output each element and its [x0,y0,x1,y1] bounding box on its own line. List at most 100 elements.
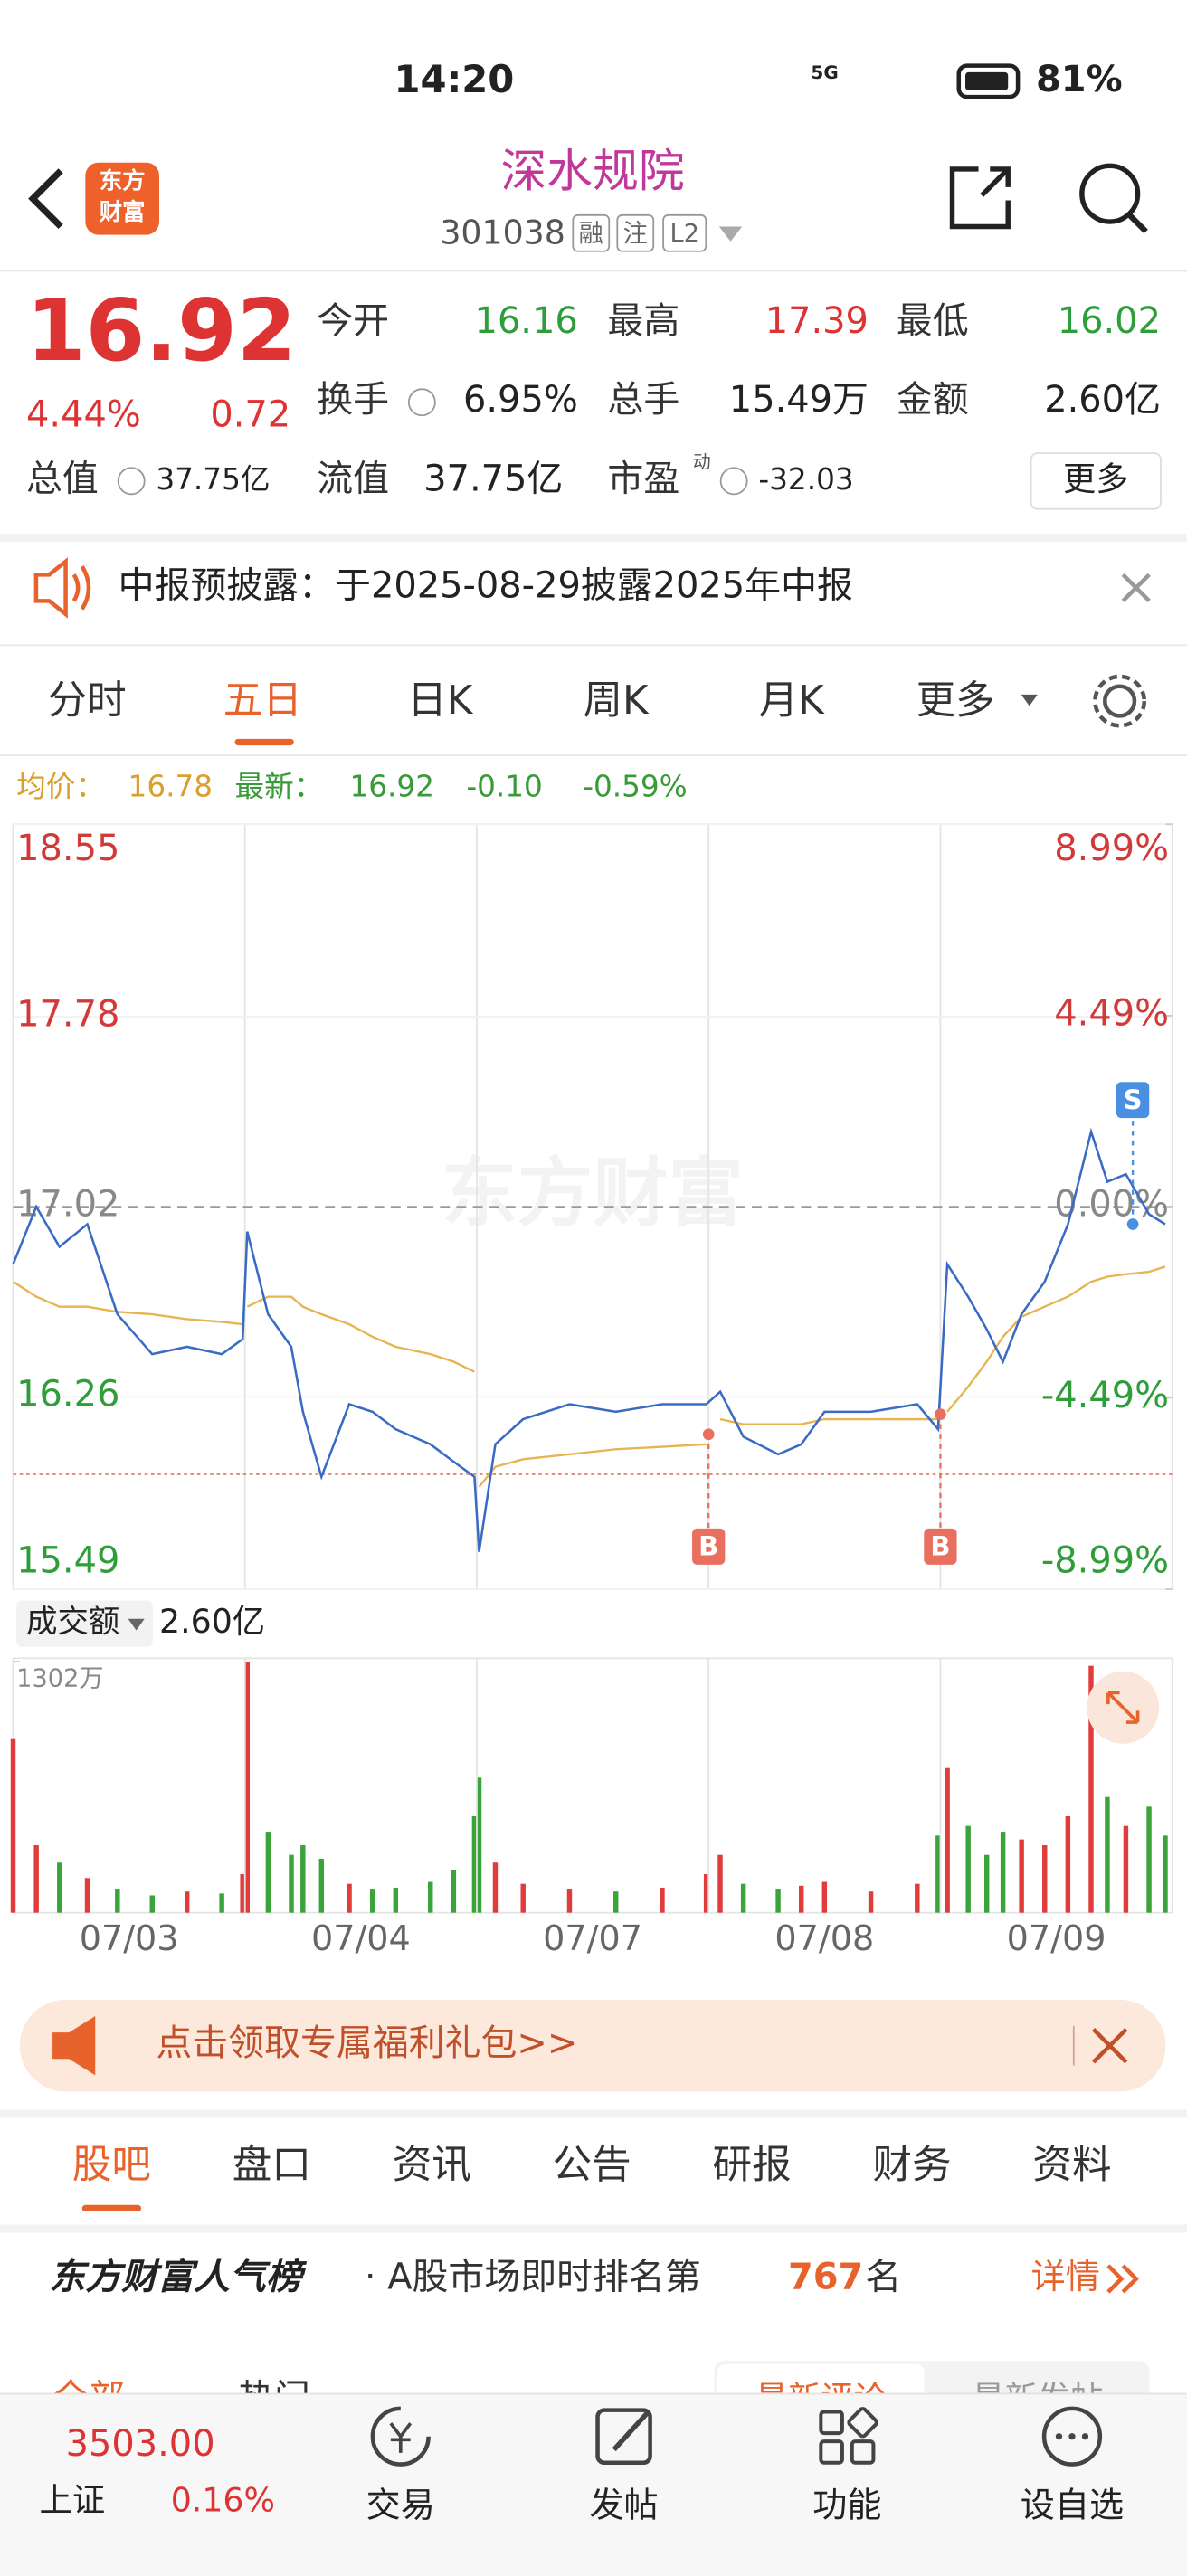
volume-selector[interactable] [16,1600,153,1647]
y-tick-label: 15.49 [16,1540,119,1582]
tag-box [662,213,707,252]
share-button[interactable] [949,166,1011,230]
period-tab[interactable]: 日K [407,678,474,724]
details-arrow [1106,2264,1139,2294]
logo-text: 东方 [100,166,146,194]
volume-bar [471,1816,478,1913]
dropdown-arrow [1021,694,1038,706]
avg-label: 均价： [16,769,105,803]
section-tab[interactable]: 财务 [872,2143,951,2188]
volume-bar [965,1825,971,1913]
volume-bar [660,1887,665,1913]
nav-item[interactable]: 设自选 [1021,2485,1124,2524]
bottom-nav: 交易 发帖 功能 设自选 [366,2485,1124,2524]
nav-item[interactable]: 发帖 [589,2485,658,2524]
bottom-bar [0,2393,1187,2576]
volume-bar [798,1885,804,1913]
tag-box [616,213,655,252]
section-tab[interactable]: 资料 [1032,2143,1111,2188]
active-underline [234,738,294,746]
app-logo[interactable] [85,162,160,235]
trade-point [702,1428,715,1441]
volume-layer: 1302万 [10,1661,1168,1913]
notice-icon [33,557,91,619]
volume-bar [115,1889,120,1913]
tag-box [572,213,611,252]
field-label: 金额 [897,379,969,421]
field-value: 16.16 [475,300,578,342]
search-handle [1127,213,1148,234]
volume-bar [476,1777,482,1913]
watermark: 东方财富 [442,1150,744,1237]
period-tab[interactable]: 周K [583,678,650,724]
latest-label: 最新： [234,769,323,803]
promo-banner[interactable] [19,1999,1166,2092]
close-notice[interactable] [1121,573,1151,602]
popularity-row[interactable]: 东方财富人气榜 · A股市场即时排名第 767 名 [49,2256,901,2297]
field-value: 17.39 [765,300,869,342]
field-label: 最低 [897,300,969,342]
x-tick-label: 07/09 [1007,1918,1106,1958]
settings-button[interactable] [1102,684,1137,718]
dropdown-arrow [128,1618,145,1631]
volume-bar [935,1835,941,1913]
price-line [12,1127,1166,1552]
x-tick-label: 07/03 [80,1918,179,1958]
nav-item[interactable]: 功能 [812,2485,881,2524]
volume-bar [983,1854,990,1913]
more-button[interactable] [1030,452,1162,510]
nav-item[interactable]: 交易 [366,2485,435,2524]
period-tab[interactable]: 更多 [916,678,995,724]
y-tick-label: 17.78 [16,994,119,1036]
period-tab[interactable]: 分时 [48,678,127,724]
section-tab[interactable]: 盘口 [233,2143,311,2188]
volume-total: 2.60亿 [159,1602,265,1641]
section-tab[interactable]: 研报 [713,2143,792,2188]
trade-icon [370,2406,431,2467]
divider [0,533,1187,543]
volume-frame [12,1657,1173,1914]
section-tab[interactable]: 资讯 [393,2143,471,2188]
volume-tick-label: 1302万 [16,1664,103,1692]
volume-bar [520,1883,526,1913]
popularity-suffix: 名 [865,2256,901,2297]
divider [0,2109,1187,2118]
period-tabs: 分时 五日 日K 周K 月K 更多 [48,678,1038,746]
index-change[interactable]: 0.16% [171,2480,275,2519]
trade-badge[interactable] [1116,1082,1150,1119]
post-icon-pen [612,2411,649,2452]
volume-bar [84,1878,90,1913]
back-button[interactable] [28,168,63,230]
details-link[interactable]: 详情 [1031,2257,1100,2297]
index-value[interactable]: 3503.00 [66,2423,215,2465]
x-tick-label: 07/07 [543,1918,642,1958]
section-tab[interactable]: 股吧 [72,2143,151,2188]
expand-icon [1106,1690,1140,1724]
close-banner[interactable] [1091,2027,1128,2064]
volume-bar [149,1895,155,1913]
info-icon[interactable] [719,467,748,496]
notice-text[interactable]: 中报预披露：于2025-08-29披露2025年中报 [119,564,853,606]
x-tick-label: 07/04 [311,1918,411,1958]
index-name[interactable]: 上证 [40,2480,106,2519]
field-label: 总手 [607,379,679,421]
volume-bar [369,1889,375,1913]
period-tab[interactable]: 五日 [223,678,302,724]
volume-bar [57,1862,62,1913]
info-icon[interactable] [407,388,436,417]
search-button[interactable] [1079,163,1141,224]
dropdown-arrow[interactable] [718,226,743,242]
y-tick-label: 18.55 [16,828,119,869]
volume-bar [821,1881,828,1913]
watchlist-dot [1068,2433,1076,2440]
period-tab[interactable]: 月K [759,678,826,724]
info-icon[interactable] [117,467,146,496]
section-tab[interactable]: 公告 [553,2143,631,2188]
function-icon [847,2407,878,2439]
y2-tick-label: 4.49% [1054,992,1169,1034]
status-time: 14:20 [394,57,515,101]
more-label: 更多 [1063,459,1129,498]
trade-badge[interactable] [924,1528,957,1565]
trade-badge[interactable] [692,1528,726,1565]
